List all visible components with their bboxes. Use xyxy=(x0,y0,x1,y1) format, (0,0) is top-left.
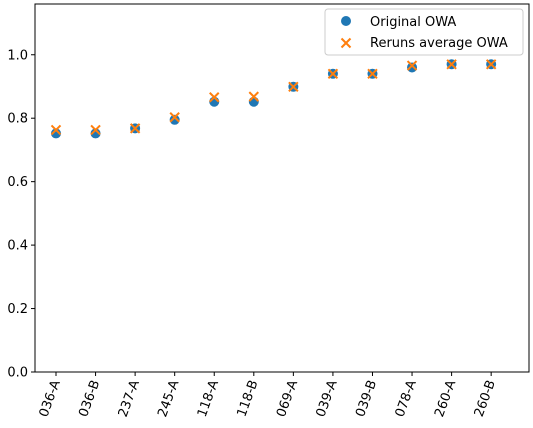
point-original-owa xyxy=(90,128,101,139)
x-tick-label: 069-A xyxy=(274,378,301,419)
y-tick-label: 0.8 xyxy=(7,112,28,127)
y-tick-label: 0.4 xyxy=(7,239,28,254)
x-tick-label: 078-A xyxy=(393,378,420,419)
x-tick-label: 036-A xyxy=(37,378,64,419)
x-axis: 036-A 036-B 237-A 245-A 118-A 118-B 069-A 039-A… xyxy=(37,372,499,419)
x-tick-label: 118-A xyxy=(195,378,222,419)
point-reruns-average-owa xyxy=(367,68,378,80)
y-tick-label: 0.0 xyxy=(7,366,28,381)
legend-label-reruns-average-owa: Reruns average OWA xyxy=(370,36,508,51)
point-reruns-average-owa xyxy=(129,123,141,134)
y-tick-label: 1.0 xyxy=(7,48,28,63)
x-tick-label: 245-A xyxy=(155,378,182,419)
x-tick-label: 118-B xyxy=(234,378,261,419)
point-original-owa xyxy=(407,62,418,73)
y-tick-label: 0.6 xyxy=(7,175,28,190)
y-axis: 0.0 0.2 0.4 0.6 0.8 1.0 xyxy=(7,48,35,381)
point-reruns-average-owa xyxy=(288,81,299,93)
plot-frame xyxy=(34,3,530,373)
point-reruns-average-owa xyxy=(90,124,101,136)
point-original-owa xyxy=(169,114,180,125)
legend-marker-original-owa xyxy=(341,16,351,26)
x-tick-label: 237-A xyxy=(116,378,143,419)
point-reruns-average-owa xyxy=(169,112,180,123)
plot-area xyxy=(35,4,529,372)
point-reruns-average-owa xyxy=(248,91,260,102)
x-tick-label: 039-B xyxy=(353,378,380,419)
data-marks xyxy=(50,59,497,139)
point-reruns-average-owa xyxy=(50,124,62,136)
point-reruns-average-owa xyxy=(485,59,497,70)
point-reruns-average-owa xyxy=(209,92,220,103)
legend-box xyxy=(324,8,524,56)
y-tick-label: 0.2 xyxy=(7,302,28,317)
x-tick-label: 260-A xyxy=(432,378,459,419)
legend-label-original-owa: Original OWA xyxy=(370,15,456,30)
point-original-owa xyxy=(51,128,61,139)
x-tick-label: 260-B xyxy=(472,378,499,419)
point-reruns-average-owa xyxy=(327,68,339,80)
point-original-owa xyxy=(248,96,259,107)
legend: Original OWA Reruns average OWA xyxy=(324,8,524,56)
legend-marker-reruns-average-owa xyxy=(340,37,352,49)
x-tick-label: 039-A xyxy=(314,378,341,419)
point-reruns-average-owa xyxy=(406,60,418,71)
point-reruns-average-owa xyxy=(446,59,457,70)
x-tick-label: 036-B xyxy=(76,378,103,419)
